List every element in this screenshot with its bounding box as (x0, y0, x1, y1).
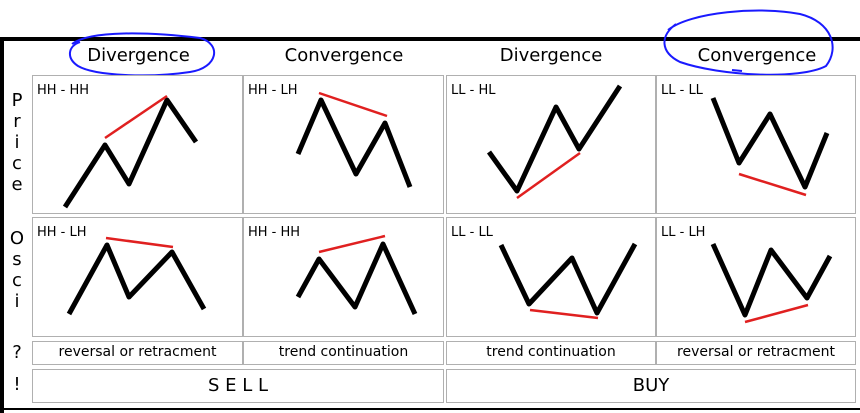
price-label-2: HH - LH (248, 83, 298, 98)
note-col-4: reversal or retracment (656, 341, 856, 365)
osci-cell-1: HH - LH (32, 217, 243, 337)
osci-trend-3 (529, 308, 599, 320)
price-line-2 (295, 97, 413, 188)
side-label-question: ? (12, 342, 22, 363)
annotation-circle-1 (69, 32, 216, 77)
osci-trend-4 (744, 303, 809, 324)
price-trend-3 (516, 151, 581, 200)
price-line-4 (710, 97, 830, 190)
osci-trend-2 (318, 234, 386, 254)
sell-label: S E L L (32, 369, 444, 403)
osci-cell-2: HH - HH (243, 217, 444, 337)
price-trend-2 (318, 91, 388, 118)
osci-trend-1 (105, 236, 174, 249)
price-label-1: HH - HH (37, 83, 90, 98)
header-col-2: Convergence (284, 45, 404, 66)
side-label-exclaim: ! (13, 374, 21, 395)
note-col-1: reversal or retracment (32, 341, 243, 365)
price-cell-3: LL - HL (446, 75, 656, 214)
header-col-1: Divergence (87, 45, 190, 66)
annotation-underline (731, 69, 743, 72)
osci-label-1: HH - LH (37, 225, 87, 240)
annotation-overlay (69, 9, 834, 77)
price-label-4: LL - LL (661, 83, 703, 98)
price-line-3 (486, 84, 623, 194)
note-col-3: trend continuation (446, 341, 656, 365)
price-trend-1 (104, 94, 168, 140)
osci-line-2 (295, 241, 418, 316)
osci-cell-4: LL - LH (656, 217, 856, 337)
price-cell-2: HH - LH (243, 75, 444, 214)
price-line-1 (62, 97, 199, 209)
price-label-3: LL - HL (451, 83, 496, 98)
buy-label: BUY (446, 369, 856, 403)
osci-line-4 (710, 242, 833, 318)
osci-cell-3: LL - LL (446, 217, 656, 337)
header-col-4: Convergence (697, 45, 817, 66)
osci-label-2: HH - HH (248, 225, 301, 240)
annotation-circle-2 (663, 9, 834, 76)
osci-line-1 (66, 242, 207, 316)
price-trend-4 (738, 172, 807, 197)
table-bottom-border (0, 408, 860, 410)
table-left-border (0, 37, 4, 413)
header-col-3: Divergence (499, 45, 603, 66)
osci-label-3: LL - LL (451, 225, 493, 240)
note-col-2: trend continuation (243, 341, 444, 365)
table-top-border (0, 37, 860, 41)
osci-line-3 (498, 242, 638, 316)
price-cell-4: LL - LL (656, 75, 856, 214)
osci-label-4: LL - LH (661, 225, 706, 240)
price-cell-1: HH - HH (32, 75, 243, 214)
